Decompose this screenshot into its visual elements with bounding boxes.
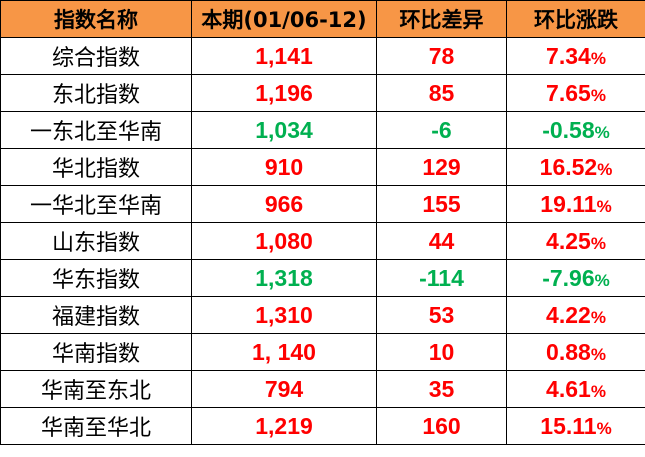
diff-value: 155 xyxy=(376,185,507,223)
current-value: 1,196 xyxy=(191,74,377,112)
change-value: 0.88 xyxy=(546,338,591,365)
current-value: 966 xyxy=(191,185,377,223)
percent-sign: % xyxy=(596,418,612,438)
table-row: 华北指数 910 129 16.52% xyxy=(0,148,645,186)
index-name: 东北指数 xyxy=(0,74,192,112)
change-percent: 19.11% xyxy=(506,185,645,223)
table-row: 华南至华北 1,219 160 15.11% xyxy=(0,407,645,445)
percent-sign: % xyxy=(596,196,612,216)
index-name: 华南至华北 xyxy=(0,407,192,445)
change-percent: 15.11% xyxy=(506,407,645,445)
header-change: 环比涨跌 xyxy=(506,0,645,38)
change-percent: -0.58% xyxy=(506,111,645,149)
diff-value: -6 xyxy=(376,111,507,149)
change-percent: 7.34% xyxy=(506,37,645,75)
percent-sign: % xyxy=(594,122,610,142)
change-percent: 4.22% xyxy=(506,296,645,334)
current-value: 1,034 xyxy=(191,111,377,149)
diff-value: 10 xyxy=(376,333,507,371)
percent-sign: % xyxy=(590,307,606,327)
index-name: 山东指数 xyxy=(0,222,192,260)
change-percent: 7.65% xyxy=(506,74,645,112)
table-row: 华东指数 1,318 -114 -7.96% xyxy=(0,259,645,297)
index-name: 华北指数 xyxy=(0,148,192,186)
change-value: 4.61 xyxy=(546,375,591,402)
index-name: 华东指数 xyxy=(0,259,192,297)
change-value: -0.58 xyxy=(542,116,595,143)
change-value: 7.34 xyxy=(546,42,591,69)
current-value: 1,219 xyxy=(191,407,377,445)
header-row: 指数名称 本期(01/06-12) 环比差异 环比涨跌 xyxy=(0,0,645,38)
change-percent: 0.88% xyxy=(506,333,645,371)
header-index-name: 指数名称 xyxy=(0,0,192,38)
change-value: 7.65 xyxy=(546,79,591,106)
header-current-period: 本期(01/06-12) xyxy=(191,0,377,38)
current-value: 910 xyxy=(191,148,377,186)
percent-sign: % xyxy=(594,270,610,290)
current-value: 1,080 xyxy=(191,222,377,260)
diff-value: 160 xyxy=(376,407,507,445)
table-row: 华南至东北 794 35 4.61% xyxy=(0,370,645,408)
change-value: -7.96 xyxy=(542,264,595,291)
percent-sign: % xyxy=(590,344,606,364)
index-name: 一华北至华南 xyxy=(0,185,192,223)
change-value: 4.25 xyxy=(546,227,591,254)
index-name: 华南至东北 xyxy=(0,370,192,408)
current-value: 794 xyxy=(191,370,377,408)
change-value: 19.11 xyxy=(540,190,597,217)
index-name: 一东北至华南 xyxy=(0,111,192,149)
change-value: 16.52 xyxy=(539,153,598,180)
percent-sign: % xyxy=(590,85,606,105)
table-row: 福建指数 1,310 53 4.22% xyxy=(0,296,645,334)
current-value: 1,310 xyxy=(191,296,377,334)
table-row: 东北指数 1,196 85 7.65% xyxy=(0,74,645,112)
index-name: 综合指数 xyxy=(0,37,192,75)
index-name: 福建指数 xyxy=(0,296,192,334)
index-table: 指数名称 本期(01/06-12) 环比差异 环比涨跌 综合指数 1,141 78 7… xyxy=(0,0,645,445)
percent-sign: % xyxy=(590,381,606,401)
change-percent: 4.61% xyxy=(506,370,645,408)
diff-value: 35 xyxy=(376,370,507,408)
diff-value: 78 xyxy=(376,37,507,75)
percent-sign: % xyxy=(590,233,606,253)
percent-sign: % xyxy=(590,48,606,68)
change-percent: 4.25% xyxy=(506,222,645,260)
percent-sign: % xyxy=(597,159,613,179)
index-name: 华南指数 xyxy=(0,333,192,371)
table-row: 综合指数 1,141 78 7.34% xyxy=(0,37,645,75)
change-percent: -7.96% xyxy=(506,259,645,297)
diff-value: -114 xyxy=(376,259,507,297)
current-value: 1, 140 xyxy=(191,333,377,371)
diff-value: 129 xyxy=(376,148,507,186)
current-value: 1,141 xyxy=(191,37,377,75)
header-diff: 环比差异 xyxy=(376,0,507,38)
table-row: 一华北至华南 966 155 19.11% xyxy=(0,185,645,223)
current-value: 1,318 xyxy=(191,259,377,297)
diff-value: 85 xyxy=(376,74,507,112)
table-row: 一东北至华南 1,034 -6 -0.58% xyxy=(0,111,645,149)
diff-value: 53 xyxy=(376,296,507,334)
change-value: 4.22 xyxy=(546,301,591,328)
table-row: 山东指数 1,080 44 4.25% xyxy=(0,222,645,260)
change-percent: 16.52% xyxy=(506,148,645,186)
change-value: 15.11 xyxy=(540,412,597,439)
table-row: 华南指数 1, 140 10 0.88% xyxy=(0,333,645,371)
diff-value: 44 xyxy=(376,222,507,260)
